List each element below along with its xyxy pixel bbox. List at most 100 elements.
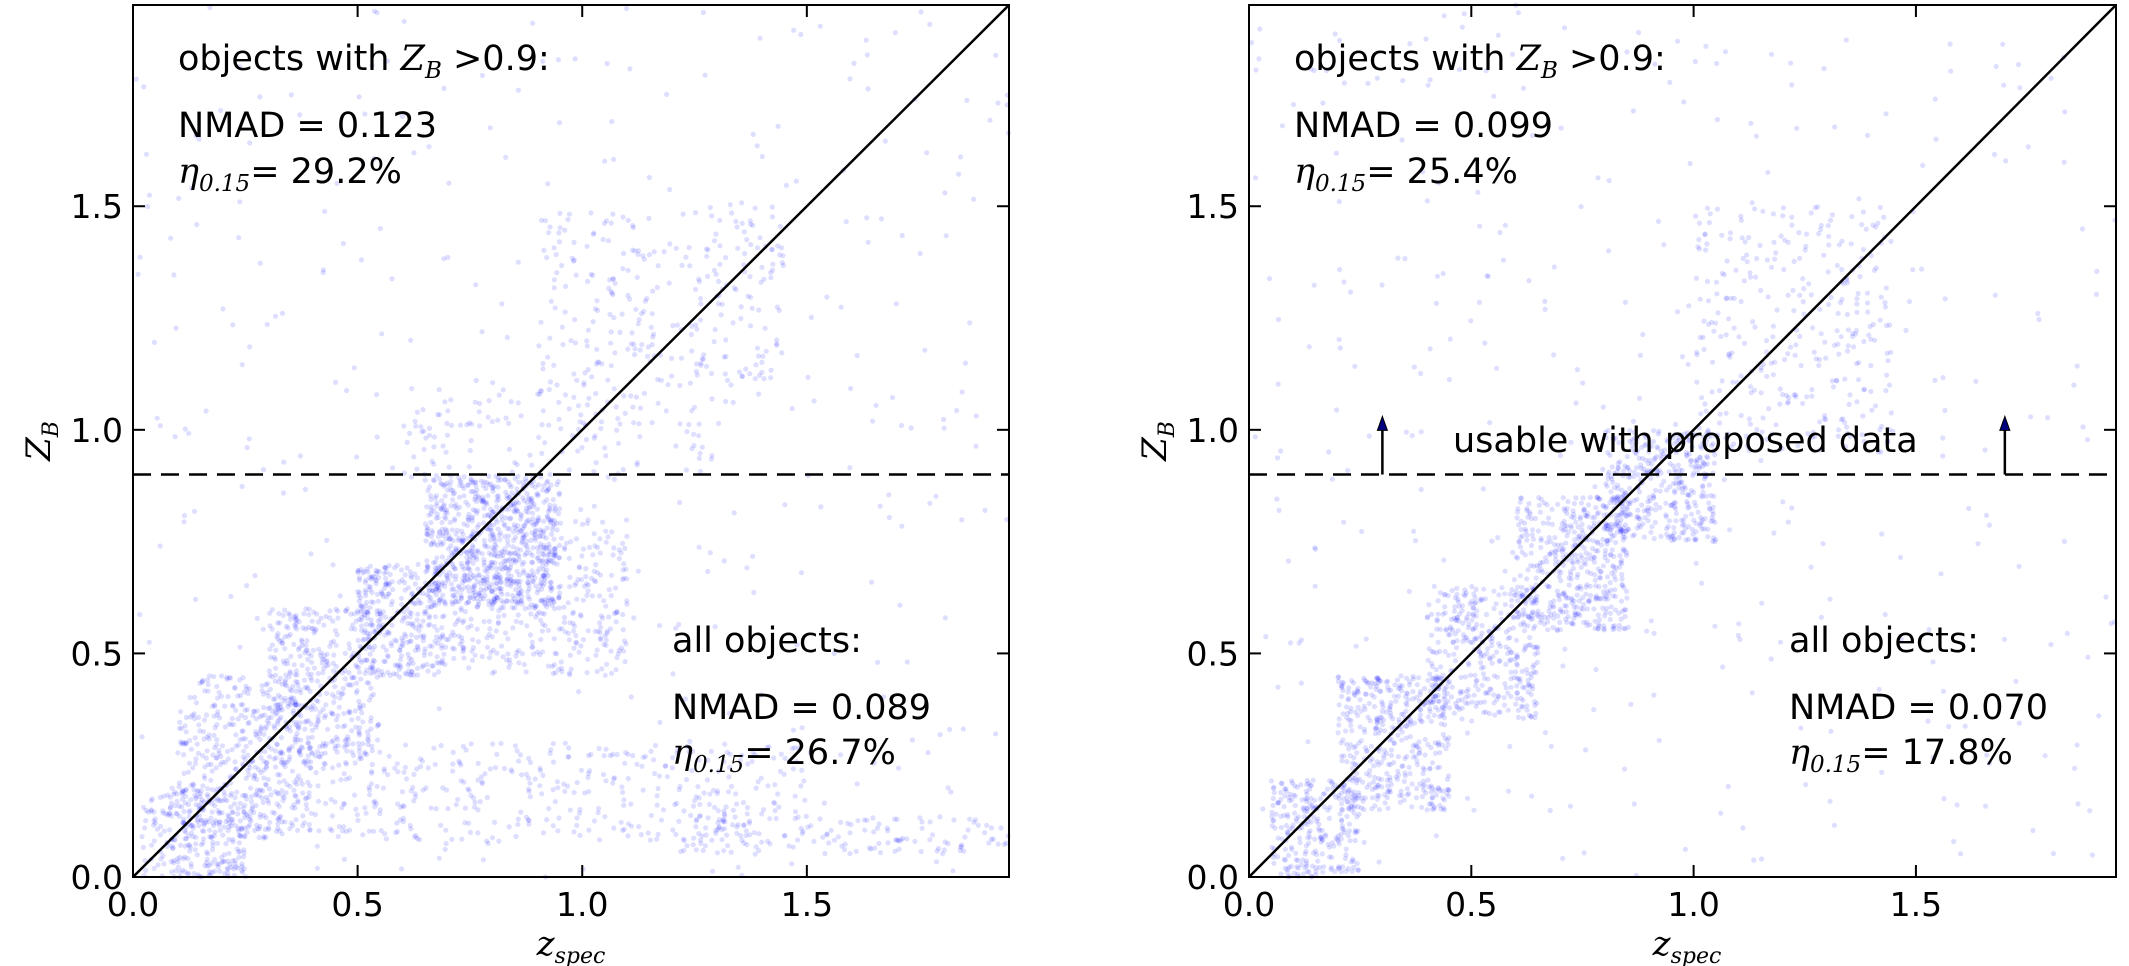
scatter-point	[1438, 664, 1444, 670]
scatter-point	[400, 819, 406, 825]
scatter-point	[632, 346, 638, 352]
scatter-point	[441, 598, 447, 604]
scatter-point	[616, 647, 622, 654]
scatter-point	[411, 150, 417, 156]
scatter-point	[572, 56, 578, 62]
scatter-point	[243, 743, 249, 750]
scatter-point	[495, 620, 501, 626]
scatter-point	[498, 586, 504, 592]
scatter-point	[235, 865, 241, 871]
scatter-point	[218, 693, 224, 699]
scatter-point	[567, 807, 573, 813]
scatter-point	[438, 634, 444, 640]
scatter-point	[471, 552, 477, 558]
scatter-point	[362, 805, 368, 811]
scatter-point	[449, 836, 455, 843]
scatter-point	[442, 644, 449, 650]
scatter-point	[237, 677, 243, 683]
scatter-point	[351, 611, 357, 617]
scatter-point	[295, 682, 301, 688]
scatter-point	[1358, 805, 1364, 811]
scatter-point	[321, 714, 327, 721]
scatter-point	[221, 852, 228, 858]
scatter-point	[430, 539, 436, 545]
scatter-point	[1286, 798, 1293, 804]
scatter-point	[368, 622, 374, 628]
scatter-point	[556, 399, 562, 405]
scatter-point	[703, 363, 710, 369]
scatter-point	[504, 334, 510, 340]
scatter-point	[190, 782, 196, 788]
scatter-point	[552, 606, 558, 612]
scatter-point	[578, 412, 584, 418]
scatter-point	[646, 215, 652, 221]
scatter-point	[616, 547, 622, 553]
scatter-point	[697, 317, 704, 323]
scatter-point	[346, 775, 352, 781]
scatter-point	[1284, 829, 1290, 835]
scatter-point	[1345, 689, 1351, 695]
scatter-point	[237, 693, 244, 699]
scatter-point	[402, 572, 408, 578]
scatter-point	[146, 639, 152, 645]
scatter-point	[166, 811, 172, 817]
scatter-point	[655, 831, 661, 838]
scatter-point	[195, 788, 201, 794]
scatter-point	[556, 239, 563, 245]
scatter-point	[696, 455, 703, 461]
x-tick-label: 0.5	[331, 885, 383, 924]
scatter-point	[364, 615, 370, 621]
scatter-point	[167, 827, 173, 833]
scatter-point	[512, 534, 519, 541]
scatter-point	[440, 634, 446, 640]
scatter-point	[274, 702, 280, 708]
scatter-point	[204, 856, 210, 863]
scatter-point	[460, 743, 466, 750]
scatter-point	[298, 777, 304, 783]
scatter-point	[1349, 868, 1355, 874]
scatter-point	[316, 646, 322, 652]
scatter-point	[1308, 819, 1314, 825]
scatter-point	[1343, 852, 1349, 858]
scatter-point	[487, 125, 493, 131]
scatter-point	[528, 611, 534, 617]
scatter-point	[427, 643, 433, 649]
scatter-point	[475, 639, 481, 645]
scatter-point	[557, 520, 564, 526]
scatter-point	[514, 486, 520, 492]
scatter-point	[756, 372, 763, 378]
scatter-point	[425, 604, 431, 610]
scatter-point	[238, 702, 244, 708]
scatter-point	[209, 860, 215, 866]
scatter-point	[662, 763, 668, 769]
scatter-point	[1355, 828, 1361, 834]
scatter-point	[1403, 735, 1409, 741]
scatter-point	[727, 202, 733, 208]
scatter-point	[628, 694, 634, 700]
scatter-point	[360, 637, 366, 643]
scatter-point	[631, 420, 637, 426]
scatter-point	[593, 562, 599, 568]
scatter-point	[651, 249, 657, 255]
scatter-point	[356, 740, 362, 746]
scatter-point	[243, 683, 249, 689]
scatter-point	[717, 261, 723, 267]
scatter-point	[884, 825, 890, 831]
scatter-point	[309, 734, 315, 740]
scatter-point	[382, 614, 389, 620]
scatter-point	[768, 275, 774, 281]
scatter-point	[1385, 788, 1391, 795]
scatter-point	[199, 678, 205, 685]
scatter-point	[225, 812, 231, 818]
scatter-point	[870, 815, 876, 821]
scatter-point	[524, 491, 530, 497]
scatter-point	[1568, 576, 1574, 582]
scatter-point	[713, 231, 719, 237]
scatter-point	[775, 791, 781, 797]
scatter-point	[452, 610, 458, 616]
scatter-point	[169, 845, 176, 851]
scatter-point	[362, 603, 368, 609]
scatter-point	[1458, 674, 1464, 681]
scatter-point	[518, 772, 525, 778]
scatter-point	[570, 620, 576, 626]
